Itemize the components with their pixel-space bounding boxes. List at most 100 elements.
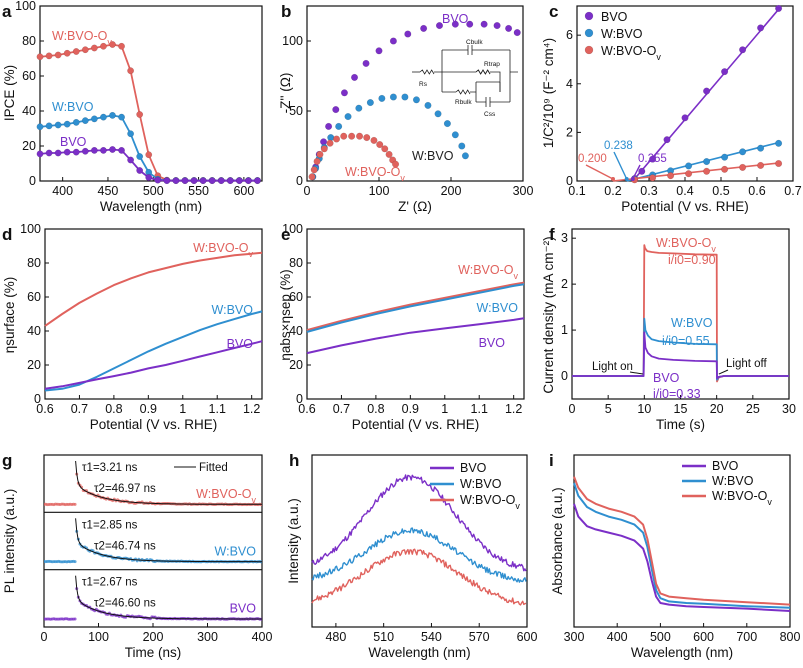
x-tick-label-h: 600	[517, 630, 538, 644]
light-on-arrow	[629, 371, 643, 375]
x-tick-label-d: 1.2	[243, 402, 260, 416]
data-point-a	[45, 122, 53, 130]
intercept-arrow-c	[632, 164, 641, 180]
x-tick-label-h: 570	[469, 630, 490, 644]
data-point-c	[685, 170, 693, 178]
clip-group	[44, 518, 262, 564]
data-point-b	[392, 160, 400, 168]
y-tick-label-a: 40	[22, 104, 36, 118]
y-tick-label-d: 60	[27, 290, 41, 304]
legend-label-c: W:BVO	[601, 27, 643, 41]
data-point-c	[685, 162, 693, 170]
circuit-label: Cbulk	[466, 39, 483, 46]
data-point-a	[163, 177, 171, 185]
intercept-arrowhead-c	[624, 177, 629, 181]
data-point-b	[310, 166, 318, 174]
y-axis-label-e: ηabs×ηsep (%)	[278, 269, 293, 360]
x-axis-label-d: Potential (V vs. RHE)	[90, 417, 218, 432]
panel-letter-h: h	[289, 451, 299, 470]
y-axis-label-h: Intensity (a.u.)	[286, 498, 301, 584]
y-axis-label-c: 1/C²/10⁹ (F⁻² cm⁴)	[541, 38, 556, 148]
y-tick-label-a: 20	[22, 139, 36, 153]
data-point-b	[424, 101, 432, 109]
circuit-label: Rbulk	[455, 99, 472, 106]
circuit-label: Css	[484, 111, 496, 118]
data-point-b	[308, 173, 316, 181]
circuit-label: Rs	[419, 81, 428, 88]
data-point-a	[63, 49, 71, 57]
x-axis-label-e: Potential (V vs. RHE)	[352, 417, 480, 432]
data-point-a	[118, 42, 125, 50]
data-point-c	[757, 144, 765, 152]
clip-group	[44, 575, 262, 621]
x-tick-label-c: 0.6	[748, 184, 765, 198]
series-line-h	[311, 527, 527, 583]
legend-label-g: W:BVO-Ov	[196, 487, 256, 505]
data-point-c	[663, 136, 671, 144]
legend-label-f: W:BVO-Ov	[656, 236, 716, 254]
legend-label-e: BVO	[479, 336, 506, 350]
data-point-c	[775, 159, 783, 167]
x-tick-label-e: 0.9	[402, 402, 419, 416]
legend-marker-c	[584, 28, 594, 38]
x-tick-label-g: 200	[143, 630, 164, 644]
data-point-b	[412, 96, 420, 104]
data-point-a	[36, 123, 44, 131]
tau2-label-g: τ2=46.74 ns	[94, 540, 156, 552]
legend-label-d: W:BVO	[212, 303, 254, 317]
data-point-b	[355, 104, 363, 112]
data-point-a	[145, 174, 153, 181]
y-tick-label-f: 3	[561, 231, 568, 245]
y-tick-label-f: 0	[561, 369, 568, 383]
data-point-a	[235, 177, 243, 185]
y-tick-label-e: 20	[289, 358, 303, 372]
tau2-label-g: τ2=46.97 ns	[94, 483, 156, 495]
plot-frame-a	[39, 5, 263, 182]
x-tick-label-b: 200	[441, 184, 462, 198]
data-point-b	[375, 47, 383, 55]
data-point-a	[154, 176, 162, 184]
legend-marker-c	[584, 11, 594, 21]
y-tick-label-e: 60	[289, 290, 303, 304]
data-point-a	[127, 156, 135, 164]
plot-frame-e	[306, 228, 525, 400]
data-point-b	[370, 136, 378, 144]
data-point-a	[36, 150, 44, 158]
legend-label-b: BVO	[442, 12, 469, 26]
data-point-g	[73, 617, 77, 621]
data-point-g	[73, 560, 77, 564]
data-point-b	[458, 142, 466, 150]
circuit-inset	[412, 45, 518, 107]
legend-label-a: W:BVO	[52, 100, 94, 114]
fit-line-g	[75, 575, 262, 620]
x-tick-label-a: 400	[52, 184, 73, 198]
data-point-a	[54, 51, 62, 59]
legend-label-a: W:BVO-Ov	[52, 29, 112, 47]
legend-label-g: BVO	[230, 602, 257, 616]
ratio-label-f: i/i0=0.33	[653, 387, 701, 401]
data-point-a	[90, 115, 98, 123]
tau2-label-g: τ2=46.60 ns	[94, 598, 156, 610]
x-axis-label-a: Wavelength (nm)	[100, 199, 202, 214]
circuit-wire	[442, 69, 501, 93]
x-tick-label-g: 100	[88, 630, 109, 644]
x-axis-label-g: Time (ns)	[125, 645, 182, 660]
series-line-d	[44, 251, 263, 327]
capacitor-cbulk	[467, 45, 473, 55]
data-point-a	[100, 42, 107, 50]
data-point-b	[451, 20, 459, 28]
data-point-a	[63, 120, 71, 128]
data-point-b	[376, 141, 384, 149]
data-point-b	[333, 135, 341, 143]
data-point-c	[721, 165, 729, 173]
data-point-g	[73, 502, 77, 506]
y-tick-label-d: 0	[34, 392, 41, 406]
data-point-a	[190, 177, 198, 185]
circuit-label: Rtrap	[484, 61, 500, 68]
y-tick-label-e: 100	[282, 222, 303, 236]
data-point-a	[81, 147, 89, 155]
data-point-a	[217, 177, 225, 185]
panel-letter-c: c	[549, 2, 558, 21]
legend-label-e: W:BVO	[477, 301, 519, 315]
y-tick-label-a: 80	[22, 34, 36, 48]
